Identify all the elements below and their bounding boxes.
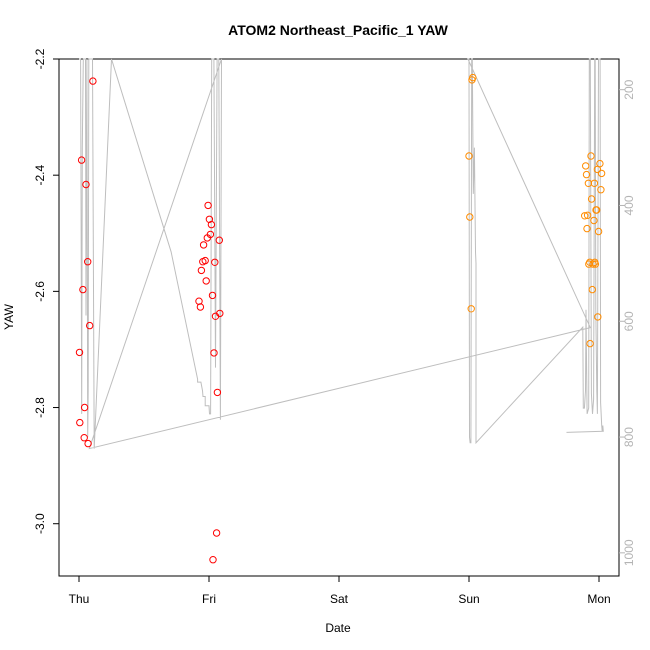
data-point-s0-15 <box>199 241 208 249</box>
data-point-s1-5 <box>581 212 589 220</box>
data-point-s0-27 <box>212 529 221 537</box>
data-point-s1-19 <box>590 179 599 188</box>
y-axis-left: -2.2 -2.4 -2.6 -2.8 -3.0 <box>33 48 59 534</box>
data-point-s0-19 <box>206 230 215 239</box>
data-point-s1-23 <box>593 206 601 214</box>
y-axis-label: YAW <box>2 303 16 330</box>
data-point-s0-24 <box>210 349 218 357</box>
plot-frame <box>58 58 620 577</box>
data-point-s0-4 <box>80 434 88 442</box>
data-point-s0-1 <box>76 418 84 427</box>
data-point-s1-14 <box>587 152 595 160</box>
data-point-s0-12 <box>196 303 205 311</box>
x-tick-label: Sun <box>458 592 479 606</box>
x-tick-label: Mon <box>587 592 610 606</box>
data-point-s0-25 <box>211 258 219 266</box>
data-point-s0-28 <box>213 388 222 397</box>
x-tick-label: Sat <box>330 592 349 606</box>
data-point-s1-9 <box>583 211 592 220</box>
x-axis-label: Date <box>325 621 351 635</box>
points-layer <box>75 73 606 564</box>
data-point-s1-2 <box>467 305 475 313</box>
data-point-s1-21 <box>591 260 600 268</box>
data-point-s0-31 <box>209 556 217 564</box>
data-point-s1-4 <box>469 73 477 82</box>
data-point-s0-13 <box>197 266 206 275</box>
y-tick-label: -2.2 <box>33 48 47 69</box>
data-point-s0-10 <box>89 77 97 85</box>
chart-title: ATOM2 Northeast_Pacific_1 YAW <box>228 22 448 38</box>
data-point-s0-22 <box>207 220 216 229</box>
data-point-s1-28 <box>597 186 605 194</box>
y-axis-right: 200 400 600 800 1000 <box>619 79 636 566</box>
y-tick-label: -3.0 <box>33 513 47 534</box>
data-point-s1-1 <box>466 213 474 221</box>
data-point-s0-9 <box>86 321 94 330</box>
data-point-s0-16 <box>201 256 209 265</box>
data-point-s1-25 <box>594 313 602 321</box>
data-point-s0-2 <box>77 156 86 164</box>
y2-tick-label: 1000 <box>622 539 636 566</box>
data-point-s1-0 <box>465 152 473 160</box>
data-point-s0-23 <box>208 291 217 300</box>
data-point-s1-8 <box>583 224 591 233</box>
y-tick-label: -2.4 <box>33 165 47 186</box>
y2-tick-label: 600 <box>622 311 636 331</box>
data-point-s1-13 <box>586 339 594 348</box>
y2-series-line <box>79 58 604 450</box>
data-point-s1-15 <box>587 195 596 203</box>
data-point-s0-29 <box>215 236 224 244</box>
data-point-s1-27 <box>596 159 604 168</box>
y-tick-label: -2.6 <box>33 281 47 302</box>
data-point-s1-18 <box>590 216 598 225</box>
data-point-s0-0 <box>75 348 84 357</box>
y2-tick-label: 200 <box>622 79 636 99</box>
y-tick-label: -2.8 <box>33 397 47 418</box>
data-point-s0-20 <box>204 201 212 210</box>
data-point-s1-26 <box>594 227 603 236</box>
data-point-s1-7 <box>582 170 591 179</box>
y2-tick-label: 400 <box>622 195 636 215</box>
x-tick-label: Fri <box>202 592 216 606</box>
x-tick-label: Thu <box>69 592 90 606</box>
data-point-s0-6 <box>82 180 90 189</box>
data-point-s1-6 <box>582 162 590 170</box>
y2-line-layer <box>79 58 604 450</box>
x-axis: Thu Fri Sat Sun Mon <box>69 576 611 606</box>
data-point-s1-29 <box>597 169 606 178</box>
y2-tick-label: 800 <box>622 427 636 447</box>
data-point-s0-7 <box>84 258 92 266</box>
data-point-s0-3 <box>79 285 87 294</box>
data-point-s0-17 <box>202 277 210 285</box>
data-point-s0-30 <box>216 309 224 318</box>
data-point-s0-5 <box>80 403 89 412</box>
data-point-s0-8 <box>84 439 92 448</box>
data-point-s1-16 <box>588 285 596 294</box>
data-point-s1-17 <box>589 260 597 268</box>
